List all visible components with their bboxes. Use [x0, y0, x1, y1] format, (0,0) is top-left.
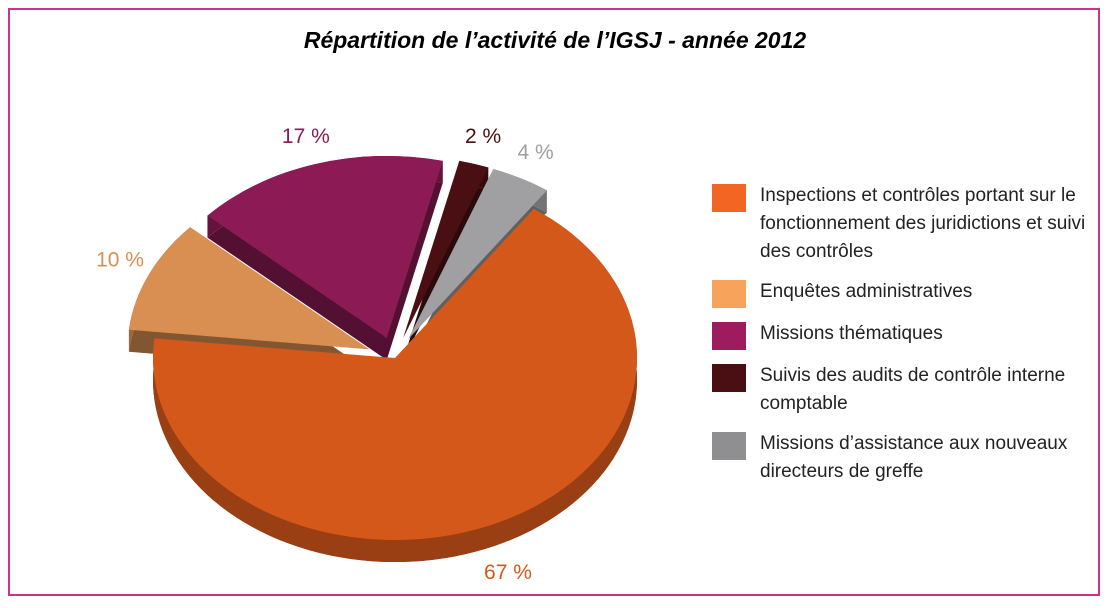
slice: [207, 155, 443, 338]
slice-label: 4 %: [518, 141, 554, 164]
legend-label: Inspections et contrôles portant sur le …: [760, 185, 1086, 262]
legend-swatch: [712, 322, 746, 350]
legend-item: Missions d’assistance aux nouveaux direc…: [712, 430, 1087, 486]
legend-item: Inspections et contrôles portant sur le …: [712, 182, 1087, 266]
legend-label: Enquêtes administratives: [760, 281, 973, 302]
chart-frame: [8, 8, 1100, 596]
legend-swatch: [712, 184, 746, 212]
legend-label: Missions d’assistance aux nouveaux direc…: [760, 433, 1068, 482]
legend-label: Suivis des audits de contrôle interne co…: [760, 365, 1066, 414]
legend-swatch: [712, 364, 746, 392]
slice: [403, 160, 489, 338]
slice-label: 67 %: [484, 561, 532, 584]
legend-item: Enquêtes administratives: [712, 278, 1087, 308]
slice-label: 17 %: [282, 125, 330, 148]
legend-item: Missions thématiques: [712, 320, 1087, 350]
legend-label: Missions thématiques: [760, 323, 943, 344]
slice: [153, 208, 637, 541]
chart-title: Répartition de l’activité de l’IGSJ - an…: [304, 27, 807, 53]
legend: Inspections et contrôles portant sur le …: [712, 182, 1087, 486]
slice: [128, 227, 370, 350]
slice-label: 2 %: [465, 125, 501, 148]
slice: [408, 169, 547, 340]
legend-swatch: [712, 280, 746, 308]
legend-swatch: [712, 432, 746, 460]
legend-item: Suivis des audits de contrôle interne co…: [712, 362, 1087, 418]
slice-label: 10 %: [96, 249, 144, 272]
